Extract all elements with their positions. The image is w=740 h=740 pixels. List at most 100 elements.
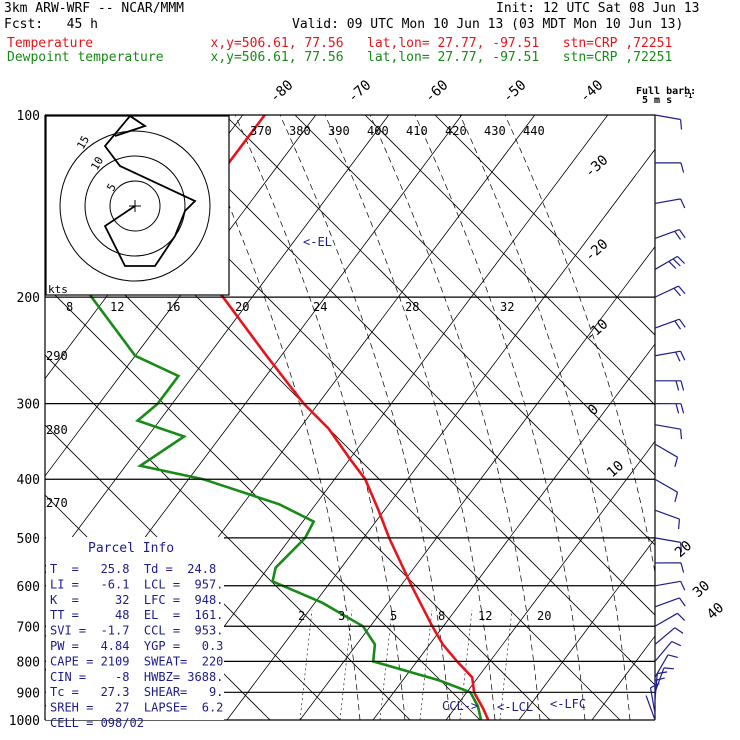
parcel-info-row: CIN = -8 HWBZ= 3688. xyxy=(50,670,223,684)
wind-barb-flag xyxy=(680,119,683,130)
hodograph-trace xyxy=(103,114,197,267)
parcel-info-row: LI = -6.1 LCL = 957. xyxy=(50,577,223,591)
wind-barb xyxy=(654,597,686,608)
theta-e-label: 380 xyxy=(289,124,311,138)
moist-adiabat-curve xyxy=(504,115,655,575)
wind-barb-flag xyxy=(675,351,681,362)
lcl-level-label: <-LCL xyxy=(497,700,533,714)
isotherm-line xyxy=(153,115,609,720)
wind-barb-flag xyxy=(674,627,684,634)
pressure-tick-label: 100 xyxy=(17,109,40,124)
isotherm-line xyxy=(591,635,655,720)
isotherm-label: -40 xyxy=(577,77,607,106)
parcel-info-row: T = 25.8 Td = 24.8 xyxy=(50,562,216,576)
isotherm-line xyxy=(518,538,655,720)
theta-e-label: 410 xyxy=(406,124,428,138)
pressure-tick-label: 900 xyxy=(17,686,40,701)
mixing-ratio-label: 16 xyxy=(166,300,180,314)
isotherm-label: -70 xyxy=(345,77,375,106)
dry-adiabat-line xyxy=(294,115,655,476)
wind-barb-flag xyxy=(663,667,674,670)
wind-barb-flag xyxy=(678,597,686,607)
theta-label: 290 xyxy=(46,349,68,363)
theta-e-label: 420 xyxy=(445,124,467,138)
theta-e-label: 400 xyxy=(367,124,389,138)
temperature-legend: Temperature x,y=506.61, 77.56 lat,lon= 2… xyxy=(7,36,673,51)
wind-barb xyxy=(654,537,683,553)
wind-barb-flag xyxy=(680,162,685,173)
mixing-ratio-label: 5 xyxy=(390,609,397,623)
mixing-ratio-label: 20 xyxy=(537,609,551,623)
mixing-ratio-line xyxy=(499,609,513,720)
pressure-tick-label: 800 xyxy=(17,655,40,670)
wind-barb xyxy=(654,318,686,330)
parcel-info-title: Parcel Info xyxy=(88,541,174,556)
wind-barb-staff xyxy=(654,255,678,270)
mixing-ratio-label: 2 xyxy=(298,609,305,623)
wind-barb xyxy=(654,198,686,209)
parcel-info-row: TT = 48 EL = 161. xyxy=(50,608,223,622)
isotherm-line xyxy=(45,115,317,477)
wind-barb xyxy=(654,114,683,130)
wind-barb xyxy=(654,255,686,270)
isotherm-label: -30 xyxy=(582,152,612,181)
parcel-info-row: PW = 4.84 YGP = 0.3 xyxy=(50,639,223,653)
wind-barb-flag xyxy=(678,519,680,530)
parcel-info-row: Tc = 27.3 SHEAR= 9. xyxy=(50,685,223,699)
parcel-info-row: K = 32 LFC = 948. xyxy=(50,593,223,607)
wind-barb-staff xyxy=(654,509,680,520)
wind-barb xyxy=(654,640,682,662)
isotherm-line xyxy=(45,115,390,574)
mixing-ratio-label: 8 xyxy=(438,609,445,623)
full-barb-legend: Full barb: xyxy=(636,86,696,97)
moist-adiabat-curve xyxy=(189,115,361,720)
parcel-info-panel: Parcel Info T = 25.8 Td = 24.8LI = -6.1 … xyxy=(46,537,224,730)
parcel-info-row: CAPE = 2109 SWEAT= 220 xyxy=(50,654,223,668)
hodograph-units-label: kts xyxy=(48,283,68,296)
wind-barb xyxy=(654,285,686,298)
wind-barb-staff xyxy=(654,229,680,240)
mixing-ratio-label: 32 xyxy=(500,300,514,314)
pressure-tick-label: 400 xyxy=(17,473,40,488)
dry-adiabat-line xyxy=(84,115,655,686)
wind-barb xyxy=(654,509,680,530)
wind-barb-flag xyxy=(675,380,680,391)
pressure-tick-label: 1000 xyxy=(9,714,40,729)
theta-e-label: 430 xyxy=(484,124,506,138)
dewpoint-legend: Dewpoint temperature x,y=506.61, 77.56 l… xyxy=(7,50,673,65)
hodograph-ring-label: 10 xyxy=(88,155,106,173)
parcel-info-row: SVI = -1.7 CCL = 953. xyxy=(50,624,223,638)
wind-barb-staff xyxy=(654,424,681,430)
forecast-hour: Fcst: 45 h xyxy=(4,17,98,32)
isotherm-label: -80 xyxy=(267,77,297,106)
mixing-ratio-label: 20 xyxy=(235,300,249,314)
theta-e-label: 370 xyxy=(250,124,272,138)
wind-barb-staff xyxy=(654,667,665,693)
wind-barb-flag xyxy=(673,287,681,297)
wind-barb-staff xyxy=(654,673,658,700)
pressure-tick-label: 500 xyxy=(17,532,40,547)
mixing-ratio-line xyxy=(339,609,353,720)
wind-barb-flag xyxy=(674,492,679,503)
ccl-level-label: CCL-> xyxy=(442,699,478,713)
wind-barb xyxy=(654,162,685,173)
mixing-ratio-line xyxy=(299,609,313,720)
lfc-level-label: <-LFC xyxy=(550,697,586,711)
wind-barb-flag xyxy=(667,654,678,658)
mixing-ratio-label: 28 xyxy=(405,300,419,314)
wind-barb xyxy=(654,580,686,591)
wind-barb-staff xyxy=(654,114,681,121)
wind-barb-flag xyxy=(668,260,677,269)
hodograph-ring xyxy=(109,180,161,232)
wind-barb-flag xyxy=(680,380,685,391)
moist-adiabat-curve xyxy=(369,115,541,720)
theta-e-label: 390 xyxy=(328,124,350,138)
mixing-ratio-label: 8 xyxy=(66,300,73,314)
wind-barb-flag xyxy=(677,612,686,621)
wind-barb-staff xyxy=(654,478,678,493)
moist-adiabat-curve xyxy=(324,115,496,720)
wind-barb-staff xyxy=(649,687,656,714)
dry-adiabat-line xyxy=(364,115,655,406)
wind-barb xyxy=(654,627,684,645)
isotherm-line xyxy=(226,148,655,720)
